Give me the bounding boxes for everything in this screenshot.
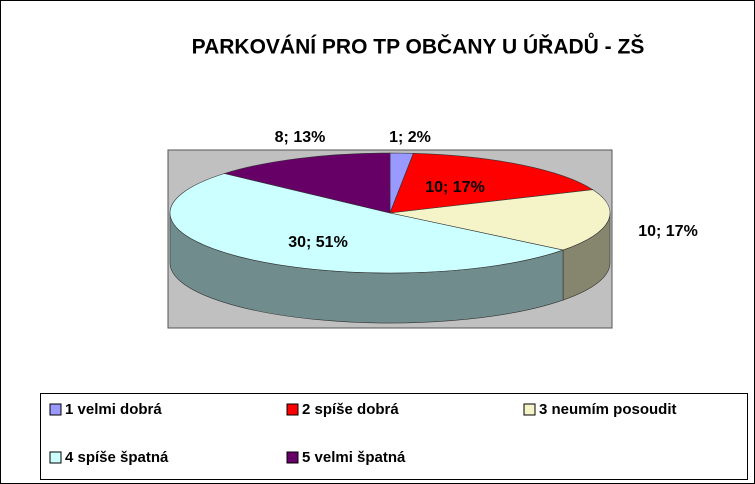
legend-label: 5 velmi špatná bbox=[302, 449, 406, 466]
legend-label: 1 velmi dobrá bbox=[65, 401, 162, 418]
slice bbox=[169, 173, 565, 274]
legend-swatch bbox=[49, 403, 62, 416]
legend-label: 4 spíše špatná bbox=[65, 449, 169, 466]
legend-swatch bbox=[49, 451, 62, 464]
data-label: 10; 17% bbox=[425, 179, 485, 196]
legend-swatch bbox=[286, 451, 299, 464]
data-label: 1; 2% bbox=[389, 129, 431, 146]
legend-label: 3 neumím posoudit bbox=[539, 401, 677, 418]
legend-swatch bbox=[523, 403, 536, 416]
legend-box bbox=[40, 393, 748, 480]
data-label: 30; 51% bbox=[288, 234, 348, 251]
slice bbox=[223, 152, 391, 214]
legend-label: 2 spíše dobrá bbox=[302, 401, 399, 418]
legend-swatch bbox=[286, 403, 299, 416]
chart-title: PARKOVÁNÍ PRO TP OBČANY U ÚŘADŮ - ZŠ bbox=[192, 33, 645, 59]
data-label: 10; 17% bbox=[638, 223, 698, 240]
slice bbox=[389, 153, 594, 214]
data-label: 8; 13% bbox=[275, 129, 326, 146]
slice bbox=[389, 189, 611, 251]
